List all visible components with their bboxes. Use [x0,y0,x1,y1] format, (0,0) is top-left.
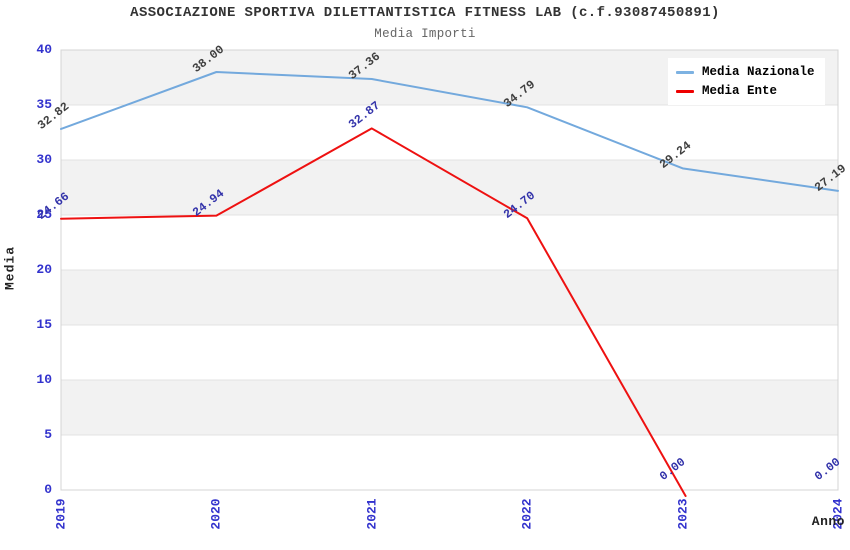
y-tick-label: 25 [36,207,52,222]
legend-item-label: Media Ente [702,84,778,98]
chart-title: ASSOCIAZIONE SPORTIVA DILETTANTISTICA FI… [130,5,720,21]
legend-line-swatch-icon [676,70,694,74]
x-tick-label: 2019 [53,498,69,530]
y-tick-label: 40 [36,42,52,57]
x-tick-label: 2021 [364,498,380,530]
series-line-media-nazionale [60,71,839,192]
plot-band [61,160,838,215]
legend-line-swatch-icon [676,89,694,93]
plot-band [61,105,838,160]
y-tick-label: 30 [36,152,52,167]
y-tick-label: 10 [36,372,52,387]
plot-band [61,270,838,325]
legend-item-media-ente[interactable]: Media Ente [676,84,815,98]
series-line-media-ente [60,127,687,497]
x-axis-title: Anno [811,514,845,529]
x-tick-label: 2023 [675,498,691,530]
y-tick-label: 5 [44,427,52,442]
plot-band [61,215,838,270]
x-tick-label: 2022 [519,498,535,530]
legend-item-label: Media Nazionale [702,65,815,79]
y-tick-label: 0 [44,482,52,497]
x-tick-label: 2020 [208,498,224,530]
y-axis-title: Media [2,245,18,291]
plot-band [61,325,838,380]
plot-band [61,380,838,435]
y-tick-label: 35 [36,97,52,112]
y-tick-label: 15 [36,317,52,332]
plot-band [61,435,838,490]
y-tick-label: 20 [36,262,52,277]
legend-item-media-nazionale[interactable]: Media Nazionale [676,65,815,79]
legend: Media Nazionale Media Ente [668,58,825,105]
chart-subtitle: Media Importi [374,27,476,41]
plot-border [60,49,839,491]
